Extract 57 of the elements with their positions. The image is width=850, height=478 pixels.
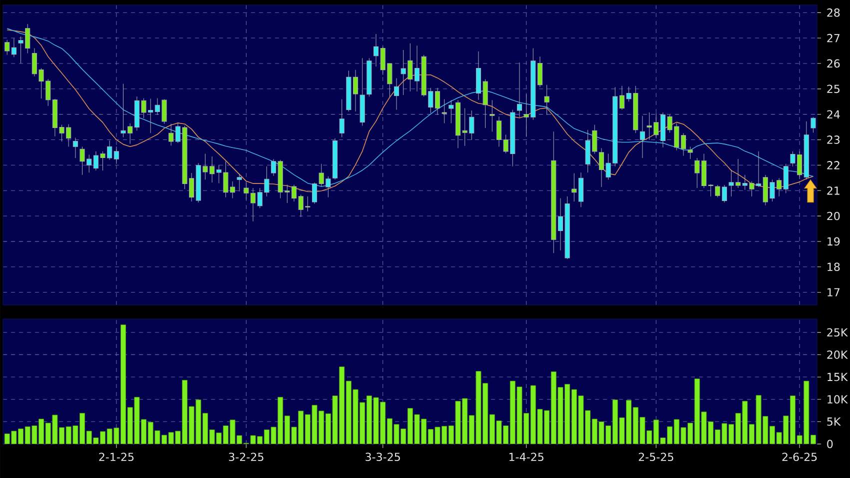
candlestick [640,116,645,158]
candlestick [339,99,344,138]
candlestick [804,121,809,180]
candlestick [810,116,816,133]
y-tick-label: 20 [827,212,840,220]
candlestick [271,158,276,176]
candlestick [688,146,693,160]
y-tick-label: 5K [827,418,841,426]
x-tick-label: 1-4-25 [509,452,544,462]
y-tick-label: 23 [827,136,840,144]
y-tick-label: 28 [827,8,840,17]
y-tick-label: 0 [827,440,833,448]
y-tick-label: 17 [828,288,840,296]
y-tick-label: 15K [828,372,848,382]
x-tick-label: 3-3-25 [366,452,400,462]
y-tick-label: 24 [827,110,840,118]
candlestick [394,78,400,110]
candlestick [114,146,119,164]
candlestick [544,84,550,116]
candlestick [680,132,686,156]
candlestick [366,58,372,97]
candlestick [572,173,577,202]
x-tick-label: 3-2-25 [228,452,264,462]
candlestick [715,184,720,198]
candlestick [490,100,495,132]
candlestick [694,158,700,188]
candlestick [332,138,338,180]
y-tick-label: 22 [827,161,840,170]
y-tick-label: 26 [827,59,840,68]
candlestick [312,182,318,204]
y-tick-label: 27 [827,34,840,42]
candlestick [448,100,454,124]
candlestick [442,99,447,124]
candlestick [72,137,78,158]
candlestick [783,164,788,194]
y-tick-label: 25K [827,328,848,337]
y-tick-label: 21 [827,186,840,195]
candlestick [236,174,242,192]
x-tick-label: 2-6-25 [782,452,817,462]
candlestick [722,184,727,203]
x-tick-label: 2-5-25 [638,452,674,462]
candlestick [11,38,16,58]
candlestick [516,62,522,118]
candlestick [168,123,174,146]
candlestick [434,88,440,116]
candlestick [578,172,584,208]
candlestick [4,40,10,56]
y-tick-label: 19 [828,237,840,246]
y-tick-label: 20K [827,350,848,359]
y-tick-label: 10K [828,395,848,404]
candlestick [537,56,542,88]
y-tick-label: 18 [828,262,840,272]
candlestick [373,34,379,67]
candlestick [360,58,365,126]
y-tick-label: 25 [827,84,840,94]
x-tick-label: 2-1-25 [99,452,134,462]
candlestick [551,131,556,254]
